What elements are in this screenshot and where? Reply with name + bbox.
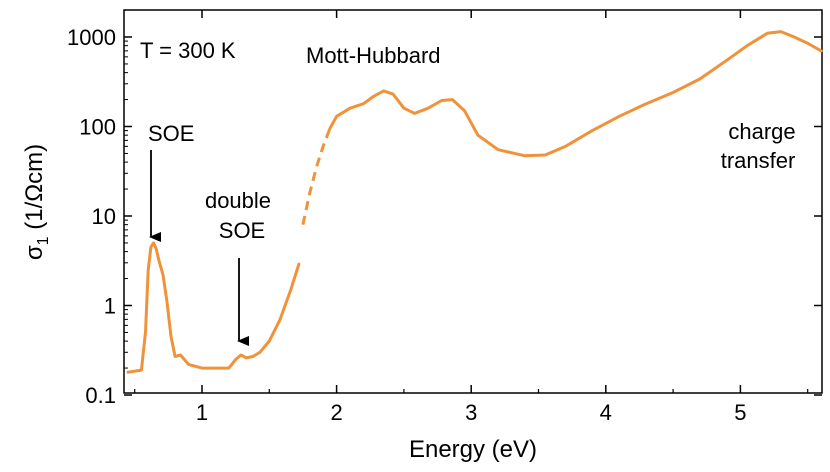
series-line-high-energy [328, 30, 823, 158]
temperature-label: T = 300 K [140, 38, 236, 63]
y-axis-title-subscript: 1 [35, 236, 52, 245]
mott-hubbard-label: Mott-Hubbard [306, 43, 441, 68]
double-soe-label-line1: double [205, 188, 271, 213]
y-axis-title: σ1 (1/Ωcm) [21, 144, 52, 260]
x-tick-label: 2 [330, 400, 342, 425]
y-axis-title-symbol: σ [21, 245, 48, 260]
y-axis-title-units: (1/Ωcm) [21, 144, 48, 237]
y-tick-label: 0.1 [85, 383, 116, 408]
y-tick-label: 10 [92, 204, 116, 229]
x-tick-label: 5 [734, 400, 746, 425]
y-tick-label: 100 [79, 115, 116, 140]
x-tick-label: 3 [465, 400, 477, 425]
series-group [126, 30, 823, 374]
charge-transfer-label-line1: charge [728, 119, 795, 144]
y-tick-label: 1 [104, 294, 116, 319]
y-tick-label: 1000 [67, 25, 116, 50]
y-axis-ticks: 0.1 1 10 100 1000 [67, 9, 822, 408]
series-line-extrapolated [301, 127, 332, 226]
x-tick-label: 1 [196, 400, 208, 425]
plot-frame [123, 9, 823, 394]
double-soe-label-line2: SOE [219, 218, 265, 243]
x-tick-label: 4 [600, 400, 612, 425]
charge-transfer-label-line2: transfer [721, 148, 796, 173]
x-axis-title: Energy (eV) [409, 436, 537, 463]
soe-label: SOE [148, 121, 194, 146]
series-line-low-energy [126, 241, 301, 374]
x-axis-ticks: 1 2 3 4 5 [134, 10, 809, 425]
